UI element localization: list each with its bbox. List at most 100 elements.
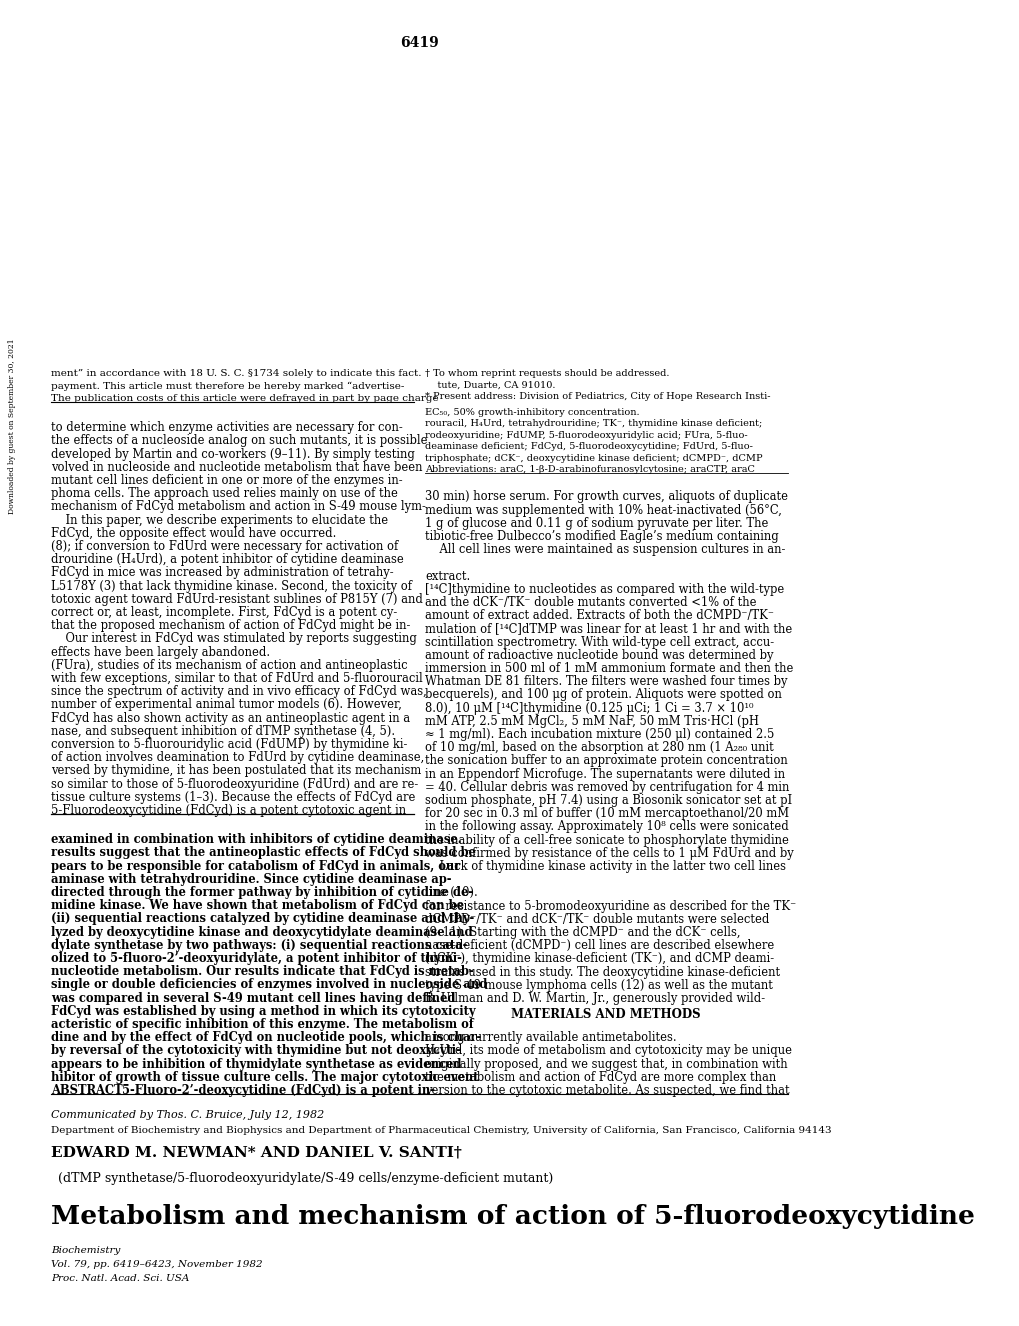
Text: payment. This article must therefore be hereby marked “advertise-: payment. This article must therefore be … — [51, 382, 404, 391]
Text: Biochemistry: Biochemistry — [51, 1246, 120, 1254]
Text: type S-49 mouse lymphoma cells (12) as well as the mutant: type S-49 mouse lymphoma cells (12) as w… — [425, 979, 772, 992]
Text: In this paper, we describe experiments to elucidate the: In this paper, we describe experiments t… — [51, 513, 387, 526]
Text: = 40. Cellular debris was removed by centrifugation for 4 min: = 40. Cellular debris was removed by cen… — [425, 781, 789, 794]
Text: appears to be inhibition of thymidylate synthetase as evidenced: appears to be inhibition of thymidylate … — [51, 1058, 461, 1070]
Text: FdCyd, the opposite effect would have occurred.: FdCyd, the opposite effect would have oc… — [51, 526, 336, 540]
Text: by reversal of the cytotoxicity with thymidine but not deoxycyti-: by reversal of the cytotoxicity with thy… — [51, 1045, 461, 1057]
Text: 5-Fluoro-2’-deoxycytidine (FdCyd) is a potent in-: 5-Fluoro-2’-deoxycytidine (FdCyd) is a p… — [102, 1083, 434, 1097]
Text: mutant cell lines deficient in one or more of the enzymes in-: mutant cell lines deficient in one or mo… — [51, 473, 403, 487]
Text: scintillation spectrometry. With wild-type cell extract, accu-: scintillation spectrometry. With wild-ty… — [425, 635, 773, 648]
Text: in an Eppendorf Microfuge. The supernatants were diluted in: in an Eppendorf Microfuge. The supernata… — [425, 768, 785, 781]
Text: examined in combination with inhibitors of cytidine deaminase.: examined in combination with inhibitors … — [51, 833, 462, 846]
Text: phoma cells. The approach used relies mainly on use of the: phoma cells. The approach used relies ma… — [51, 487, 397, 500]
Text: EC₅₀, 50% growth-inhibitory concentration.: EC₅₀, 50% growth-inhibitory concentratio… — [425, 407, 639, 416]
Text: triphosphate; dCK⁻, deoxycytidine kinase deficient; dCMPD⁻, dCMP: triphosphate; dCK⁻, deoxycytidine kinase… — [425, 453, 762, 463]
Text: nucleotide metabolism. Our results indicate that FdCyd is metab-: nucleotide metabolism. Our results indic… — [51, 965, 473, 979]
Text: FdCyd has also shown activity as an antineoplastic agent in a: FdCyd has also shown activity as an anti… — [51, 712, 410, 724]
Text: amount of radioactive nucleotide bound was determined by: amount of radioactive nucleotide bound w… — [425, 648, 772, 662]
Text: in the following assay. Approximately 10⁸ cells were sonicated: in the following assay. Approximately 10… — [425, 821, 788, 834]
Text: Abbreviations: araC, 1-β-D-arabinofuranosylcytosine; araCTP, araC: Abbreviations: araC, 1-β-D-arabinofurano… — [425, 465, 754, 475]
Text: developed by Martin and co-workers (9–11). By simply testing: developed by Martin and co-workers (9–11… — [51, 448, 415, 460]
Text: FdCyd in mice was increased by administration of tetrahy-: FdCyd in mice was increased by administr… — [51, 566, 393, 579]
Text: that the proposed mechanism of action of FdCyd might be in-: that the proposed mechanism of action of… — [51, 619, 410, 633]
Text: midine kinase. We have shown that metabolism of FdCyd can be: midine kinase. We have shown that metabo… — [51, 899, 464, 912]
Text: Communicated by Thos. C. Bruice, July 12, 1982: Communicated by Thos. C. Bruice, July 12… — [51, 1110, 324, 1120]
Text: † To whom reprint requests should be addressed.: † To whom reprint requests should be add… — [425, 369, 668, 378]
Text: was confirmed by resistance of the cells to 1 μM FdUrd and by: was confirmed by resistance of the cells… — [425, 847, 793, 859]
Text: of 10 mg/ml, based on the absorption at 280 nm (1 A₂₈₀ unit: of 10 mg/ml, based on the absorption at … — [425, 741, 773, 754]
Text: EDWARD M. NEWMAN* AND DANIEL V. SANTI†: EDWARD M. NEWMAN* AND DANIEL V. SANTI† — [51, 1146, 462, 1160]
Text: volved in nucleoside and nucleotide metabolism that have been: volved in nucleoside and nucleotide meta… — [51, 461, 422, 473]
Text: of action involves deamination to FdUrd by cytidine deaminase,: of action involves deamination to FdUrd … — [51, 752, 424, 764]
Text: ≈ 1 mg/ml). Each incubation mixture (250 μl) contained 2.5: ≈ 1 mg/ml). Each incubation mixture (250… — [425, 728, 773, 741]
Text: 30 min) horse serum. For growth curves, aliquots of duplicate: 30 min) horse serum. For growth curves, … — [425, 491, 788, 504]
Text: 5-Fluorodeoxycytidine (FdCyd) is a potent cytotoxic agent in: 5-Fluorodeoxycytidine (FdCyd) is a poten… — [51, 804, 406, 817]
Text: so similar to those of 5-fluorodeoxyuridine (FdUrd) and are re-: so similar to those of 5-fluorodeoxyurid… — [51, 777, 418, 790]
Text: dCMPD⁻/TK⁻ and dCK⁻/TK⁻ double mutants were selected: dCMPD⁻/TK⁻ and dCK⁻/TK⁻ double mutants w… — [425, 912, 768, 926]
Text: (8); if conversion to FdUrd were necessary for activation of: (8); if conversion to FdUrd were necessa… — [51, 540, 397, 553]
Text: nase-deficient (dCMPD⁻) cell lines are described elsewhere: nase-deficient (dCMPD⁻) cell lines are d… — [425, 939, 773, 952]
Text: immersion in 500 ml of 1 mM ammonium formate and then the: immersion in 500 ml of 1 mM ammonium for… — [425, 662, 793, 675]
Text: sodium phosphate, pH 7.4) using a Biosonik sonicator set at pI: sodium phosphate, pH 7.4) using a Bioson… — [425, 794, 792, 808]
Text: was compared in several S-49 mutant cell lines having defined: was compared in several S-49 mutant cell… — [51, 992, 455, 1005]
Text: effects have been largely abandoned.: effects have been largely abandoned. — [51, 646, 270, 659]
Text: H₄Urd, its mode of metabolism and cytotoxicity may be unique: H₄Urd, its mode of metabolism and cytoto… — [425, 1045, 792, 1057]
Text: the metabolism and action of FdCyd are more complex than: the metabolism and action of FdCyd are m… — [425, 1071, 775, 1083]
Text: for 20 sec in 0.3 ml of buffer (10 mM mercaptoethanol/20 mM: for 20 sec in 0.3 ml of buffer (10 mM me… — [425, 808, 789, 821]
Text: rouracil, H₄Urd, tetrahydrouridine; TK⁻, thymidine kinase deficient;: rouracil, H₄Urd, tetrahydrouridine; TK⁻,… — [425, 419, 761, 428]
Text: conversion to 5-fluorouridylic acid (FdUMP) by thymidine ki-: conversion to 5-fluorouridylic acid (FdU… — [51, 739, 407, 751]
Text: Whatman DE 81 filters. The filters were washed four times by: Whatman DE 81 filters. The filters were … — [425, 675, 787, 688]
Text: 6419: 6419 — [399, 36, 438, 50]
Text: 8.0), 10 μM [¹⁴C]thymidine (0.125 μCi; 1 Ci = 3.7 × 10¹⁰: 8.0), 10 μM [¹⁴C]thymidine (0.125 μCi; 1… — [425, 701, 753, 715]
Text: [¹⁴C]thymidine to nucleotides as compared with the wild-type: [¹⁴C]thymidine to nucleotides as compare… — [425, 583, 784, 595]
Text: the sonication buffer to an approximate protein concentration: the sonication buffer to an approximate … — [425, 754, 787, 768]
Text: version to the cytotoxic metabolite. As suspected, we find that: version to the cytotoxic metabolite. As … — [425, 1083, 789, 1097]
Text: Department of Biochemistry and Biophysics and Department of Pharmaceutical Chemi: Department of Biochemistry and Biophysic… — [51, 1126, 830, 1135]
Text: amount of extract added. Extracts of both the dCMPD⁻/TK⁻: amount of extract added. Extracts of bot… — [425, 609, 773, 622]
Text: (9–11). Starting with the dCMPD⁻ and the dCK⁻ cells,: (9–11). Starting with the dCMPD⁻ and the… — [425, 926, 740, 939]
Text: aminase with tetrahydrouridine. Since cytidine deaminase ap-: aminase with tetrahydrouridine. Since cy… — [51, 873, 451, 886]
Text: rodeoxyuridine; FdUMP, 5-fluorodeoxyuridylic acid; FUra, 5-fluo-: rodeoxyuridine; FdUMP, 5-fluorodeoxyurid… — [425, 431, 747, 440]
Text: hibitor of growth of tissue culture cells. The major cytotoxic event: hibitor of growth of tissue culture cell… — [51, 1071, 478, 1083]
Text: originally proposed, and we suggest that, in combination with: originally proposed, and we suggest that… — [425, 1058, 787, 1070]
Text: Downloaded by guest on September 30, 2021: Downloaded by guest on September 30, 202… — [7, 338, 15, 513]
Text: becquerels), and 100 μg of protein. Aliquots were spotted on: becquerels), and 100 μg of protein. Aliq… — [425, 688, 782, 701]
Text: line (10).: line (10). — [425, 886, 477, 899]
Text: for resistance to 5-bromodeoxyuridine as described for the TK⁻: for resistance to 5-bromodeoxyuridine as… — [425, 899, 796, 912]
Text: ment” in accordance with 18 U. S. C. §1734 solely to indicate this fact.: ment” in accordance with 18 U. S. C. §17… — [51, 369, 421, 378]
Text: B. Ullman and D. W. Martin, Jr., generously provided wild-: B. Ullman and D. W. Martin, Jr., generou… — [425, 992, 764, 1005]
Text: lyzed by deoxycytidine kinase and deoxycytidylate deaminase and: lyzed by deoxycytidine kinase and deoxyc… — [51, 926, 472, 939]
Text: FdCyd was established by using a method in which its cytotoxicity: FdCyd was established by using a method … — [51, 1005, 475, 1018]
Text: drouridine (H₄Urd), a potent inhibitor of cytidine deaminase: drouridine (H₄Urd), a potent inhibitor o… — [51, 553, 404, 566]
Text: directed through the former pathway by inhibition of cytidine de-: directed through the former pathway by i… — [51, 886, 473, 899]
Text: Our interest in FdCyd was stimulated by reports suggesting: Our interest in FdCyd was stimulated by … — [51, 633, 417, 646]
Text: acteristic of specific inhibition of this enzyme. The metabolism of: acteristic of specific inhibition of thi… — [51, 1018, 473, 1032]
Text: (ii) sequential reactions catalyzed by cytidine deaminase and thy-: (ii) sequential reactions catalyzed by c… — [51, 912, 474, 926]
Text: dine and by the effect of FdCyd on nucleotide pools, which is char-: dine and by the effect of FdCyd on nucle… — [51, 1032, 481, 1044]
Text: Metabolism and mechanism of action of 5-fluorodeoxycytidine: Metabolism and mechanism of action of 5-… — [51, 1204, 974, 1229]
Text: olized to 5-fluoro-2’-deoxyuridylate, a potent inhibitor of thymi-: olized to 5-fluoro-2’-deoxyuridylate, a … — [51, 952, 462, 965]
Text: with few exceptions, similar to that of FdUrd and 5-fluorouracil: with few exceptions, similar to that of … — [51, 672, 422, 686]
Text: medium was supplemented with 10% heat-inactivated (56°C,: medium was supplemented with 10% heat-in… — [425, 504, 782, 517]
Text: versed by thymidine, it has been postulated that its mechanism: versed by thymidine, it has been postula… — [51, 764, 421, 777]
Text: tibiotic-free Dulbecco’s modified Eagle’s medium containing: tibiotic-free Dulbecco’s modified Eagle’… — [425, 530, 779, 544]
Text: The publication costs of this article were defrayed in part by page charge: The publication costs of this article we… — [51, 394, 438, 403]
Text: mulation of [¹⁴C]dTMP was linear for at least 1 hr and with the: mulation of [¹⁴C]dTMP was linear for at … — [425, 622, 792, 635]
Text: to determine which enzyme activities are necessary for con-: to determine which enzyme activities are… — [51, 422, 403, 434]
Text: results suggest that the antineoplastic effects of FdCyd should be: results suggest that the antineoplastic … — [51, 846, 476, 859]
Text: number of experimental animal tumor models (6). However,: number of experimental animal tumor mode… — [51, 699, 401, 712]
Text: single or double deficiencies of enzymes involved in nucleoside and: single or double deficiencies of enzymes… — [51, 979, 487, 992]
Text: dylate synthetase by two pathways: (i) sequential reactions cata-: dylate synthetase by two pathways: (i) s… — [51, 939, 467, 952]
Text: tissue culture systems (1–3). Because the effects of FdCyd are: tissue culture systems (1–3). Because th… — [51, 790, 415, 804]
Text: (FUra), studies of its mechanism of action and antineoplastic: (FUra), studies of its mechanism of acti… — [51, 659, 408, 672]
Text: deaminase deficient; FdCyd, 5-fluorodeoxycytidine; FdUrd, 5-fluo-: deaminase deficient; FdCyd, 5-fluorodeox… — [425, 442, 752, 451]
Text: tute, Duarte, CA 91010.: tute, Duarte, CA 91010. — [425, 381, 555, 390]
Text: All cell lines were maintained as suspension cultures in an-: All cell lines were maintained as suspen… — [425, 544, 785, 556]
Text: Vol. 79, pp. 6419–6423, November 1982: Vol. 79, pp. 6419–6423, November 1982 — [51, 1260, 262, 1269]
Text: extract.: extract. — [425, 570, 470, 582]
Text: (dCK⁻), thymidine kinase-deficient (TK⁻), and dCMP deami-: (dCK⁻), thymidine kinase-deficient (TK⁻)… — [425, 952, 773, 965]
Text: mechanism of FdCyd metabolism and action in S-49 mouse lym-: mechanism of FdCyd metabolism and action… — [51, 500, 425, 513]
Text: 1 g of glucose and 0.11 g of sodium pyruvate per liter. The: 1 g of glucose and 0.11 g of sodium pyru… — [425, 517, 767, 530]
Text: ABSTRACT: ABSTRACT — [51, 1083, 122, 1097]
Text: MATERIALS AND METHODS: MATERIALS AND METHODS — [511, 1008, 700, 1021]
